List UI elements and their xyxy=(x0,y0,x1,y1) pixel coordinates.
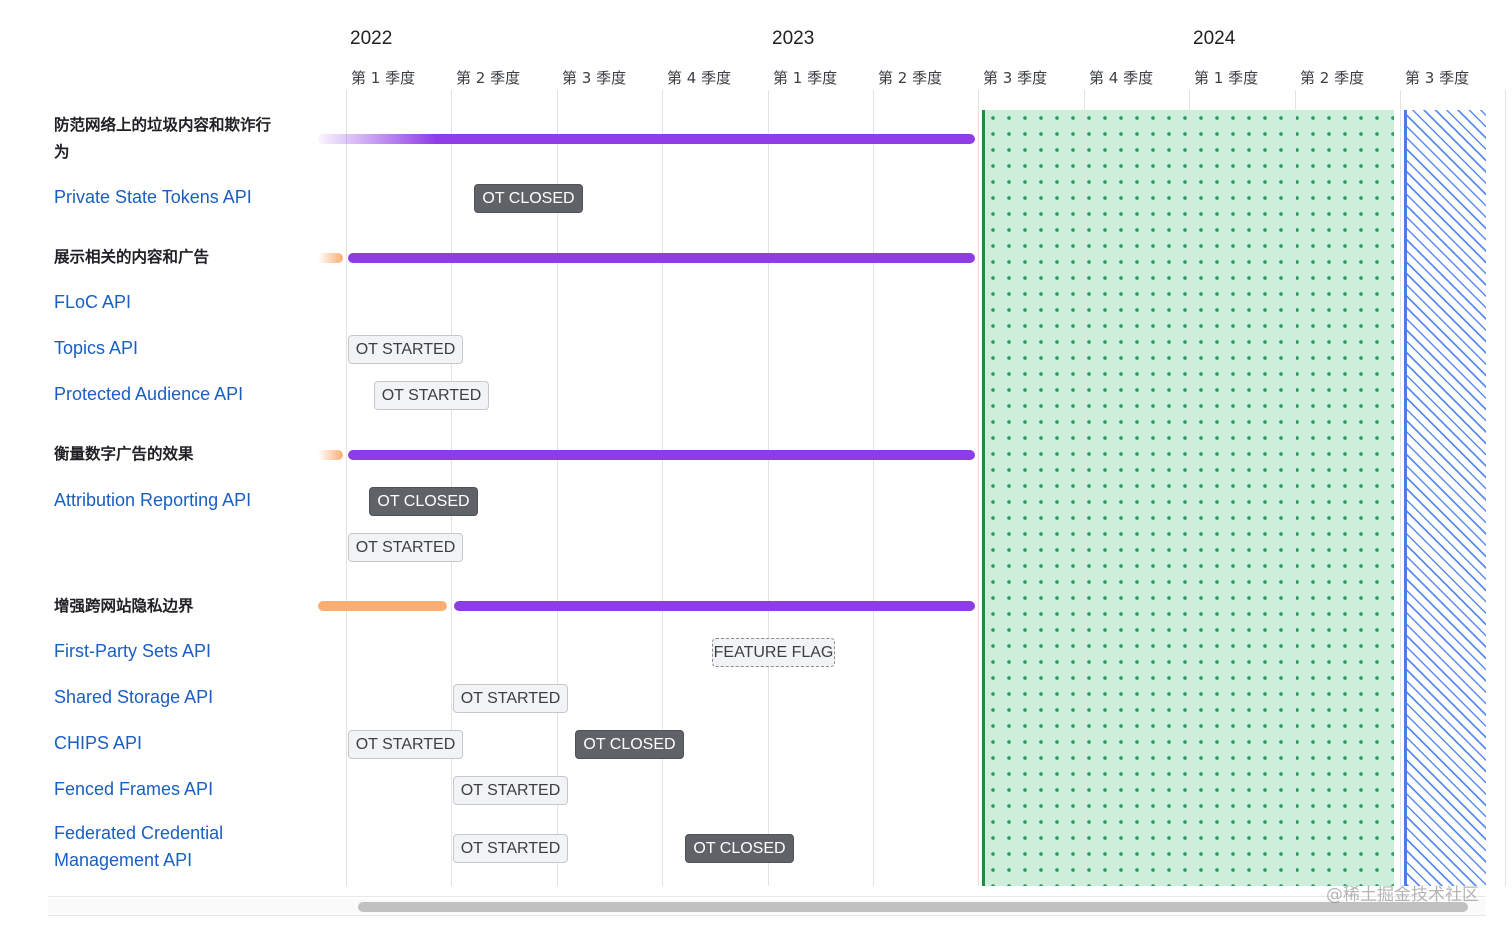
api-link[interactable]: Protected Audience API xyxy=(54,384,244,404)
quarter-gridline xyxy=(1084,90,1085,886)
quarter-gridline xyxy=(557,90,558,886)
quarter-gridline xyxy=(768,90,769,886)
quarter-label: 第 2 季度 xyxy=(878,69,943,87)
feature-flag-badge: FEATURE FLAG xyxy=(712,638,835,667)
timeline-bar-orange xyxy=(318,450,343,460)
timeline-bar-orange xyxy=(318,601,447,611)
quarter-label: 第 2 季度 xyxy=(456,69,521,87)
ot-started-badge: OT STARTED xyxy=(348,730,463,759)
ot-started-badge: OT STARTED xyxy=(348,335,463,364)
ot-started-badge: OT STARTED xyxy=(374,381,489,410)
api-link[interactable]: FLoC API xyxy=(54,292,132,312)
api-link[interactable]: Private State Tokens API xyxy=(54,187,252,207)
year-label: 2022 xyxy=(350,28,393,49)
quarter-label: 第 3 季度 xyxy=(983,69,1048,87)
ot-closed-badge: OT CLOSED xyxy=(685,834,794,863)
timeline-bar-purple xyxy=(454,601,975,611)
quarter-gridline xyxy=(1295,90,1296,886)
timeline-bar-purple xyxy=(348,450,975,460)
api-link[interactable]: Fenced Frames API xyxy=(54,779,214,799)
ot-started-badge: OT STARTED xyxy=(453,684,568,713)
ot-closed-badge: OT CLOSED xyxy=(575,730,684,759)
quarter-gridline xyxy=(978,90,979,886)
future-region-green xyxy=(982,110,1394,886)
category-heading: 展示相关的内容和广告 xyxy=(54,248,210,266)
api-link[interactable]: Attribution Reporting API xyxy=(54,490,252,510)
quarter-gridline xyxy=(1505,90,1506,886)
category-heading: 增强跨网站隐私边界 xyxy=(54,597,194,615)
quarter-label: 第 1 季度 xyxy=(1194,69,1259,87)
year-label: 2023 xyxy=(772,28,815,49)
quarter-gridline xyxy=(873,90,874,886)
quarter-label: 第 3 季度 xyxy=(1405,69,1470,87)
category-heading: 衡量数字广告的效果 xyxy=(54,445,194,463)
ot-started-badge: OT STARTED xyxy=(453,834,568,863)
ot-started-badge: OT STARTED xyxy=(453,776,568,805)
timeline-bar-orange xyxy=(318,253,343,263)
timeline-bar-purple xyxy=(348,253,975,263)
quarter-gridline xyxy=(1400,90,1401,886)
quarter-gridline xyxy=(662,90,663,886)
horizontal-scrollbar-thumb[interactable] xyxy=(358,902,1468,912)
quarter-gridline xyxy=(346,90,347,886)
timeline-bar-purple xyxy=(318,134,975,144)
quarter-label: 第 1 季度 xyxy=(351,69,416,87)
quarter-label: 第 1 季度 xyxy=(773,69,838,87)
ot-closed-badge: OT CLOSED xyxy=(474,184,583,213)
quarter-label: 第 3 季度 xyxy=(562,69,627,87)
quarter-label: 第 4 季度 xyxy=(667,69,732,87)
quarter-label: 第 4 季度 xyxy=(1089,69,1154,87)
api-link[interactable]: Topics API xyxy=(54,338,139,358)
quarter-gridline xyxy=(1189,90,1190,886)
api-link[interactable]: First-Party Sets API xyxy=(54,641,212,661)
ot-closed-badge: OT CLOSED xyxy=(369,487,478,516)
watermark: @稀土掘金技术社区 xyxy=(1326,885,1479,905)
bottom-divider xyxy=(48,896,1486,897)
api-link[interactable]: Federated Credential Management API xyxy=(54,823,224,870)
api-link[interactable]: CHIPS API xyxy=(54,733,143,753)
year-label: 2024 xyxy=(1193,28,1236,49)
category-heading: 防范网络上的垃圾内容和欺诈行为 xyxy=(54,116,272,161)
api-link[interactable]: Shared Storage API xyxy=(54,687,214,707)
quarter-label: 第 2 季度 xyxy=(1300,69,1365,87)
ot-started-badge: OT STARTED xyxy=(348,533,463,562)
future-region-blue xyxy=(1404,110,1486,886)
